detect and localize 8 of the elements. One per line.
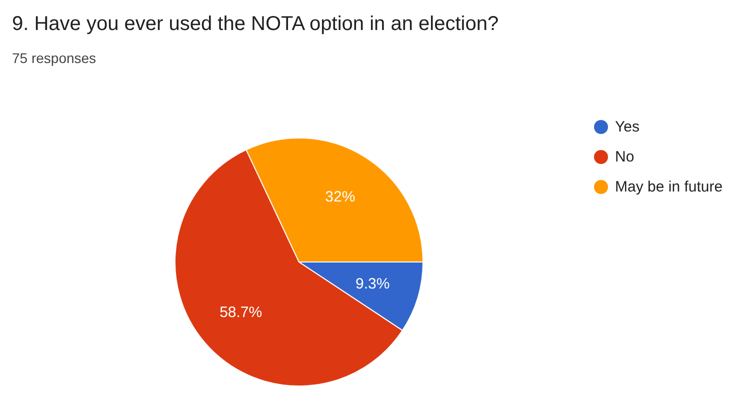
legend-label: No: [615, 148, 634, 166]
data-label: 9.3%: [356, 276, 390, 293]
text: 75 responses: [12, 50, 96, 66]
chart-title: 9. Have you ever used the NOTA option in an election?: [12, 13, 499, 35]
data-label: 58.7%: [220, 304, 262, 321]
data-label: 32%: [325, 188, 356, 206]
legend-label: Yes: [615, 118, 640, 136]
legend-label: May be in future: [615, 178, 723, 196]
